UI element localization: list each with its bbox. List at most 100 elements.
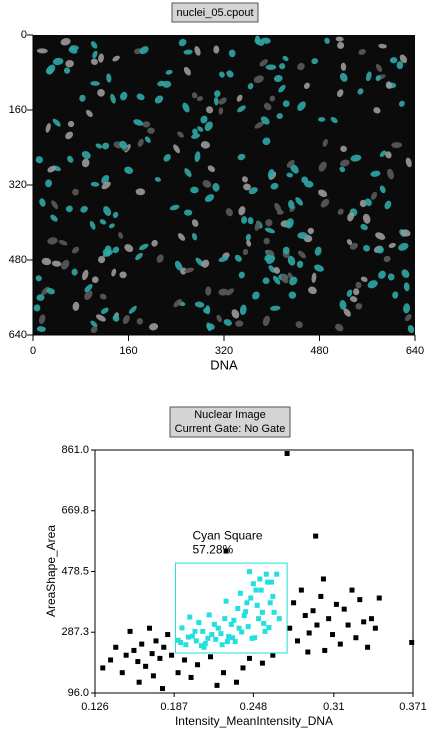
- nucleus: [202, 180, 212, 188]
- image-title-button[interactable]: [171, 2, 259, 23]
- nucleus: [303, 82, 310, 89]
- nucleus: [97, 88, 105, 97]
- nucleus: [200, 141, 211, 149]
- point: [258, 587, 264, 593]
- y-tick-label: 669.8: [61, 505, 89, 517]
- nucleus: [273, 75, 283, 82]
- point: [305, 649, 311, 655]
- nucleus: [173, 299, 182, 308]
- nucleus: [384, 200, 392, 210]
- nucleus: [90, 58, 98, 66]
- nucleus: [383, 255, 391, 263]
- point: [157, 655, 163, 661]
- nucleus: [60, 38, 71, 46]
- nucleus: [360, 276, 368, 282]
- point: [159, 686, 165, 692]
- nucleus: [373, 107, 381, 114]
- point: [239, 629, 245, 635]
- nucleus: [400, 229, 411, 237]
- point: [241, 612, 247, 618]
- scatter-title-button[interactable]: [169, 406, 291, 438]
- nucleus: [96, 314, 106, 322]
- nucleus: [184, 168, 192, 178]
- nucleus: [90, 181, 100, 187]
- point: [353, 635, 359, 641]
- nucleus: [318, 117, 326, 122]
- nucleus: [337, 208, 344, 215]
- point: [213, 636, 219, 642]
- nucleus: [295, 197, 304, 206]
- nucleus: [60, 259, 70, 270]
- nucleus: [183, 66, 191, 76]
- nucleus: [259, 59, 268, 67]
- point: [175, 637, 181, 643]
- nucleus: [355, 303, 363, 310]
- point: [253, 587, 259, 593]
- point: [202, 640, 208, 646]
- nucleus: [169, 204, 180, 211]
- nucleus: [216, 314, 222, 323]
- point: [341, 606, 347, 612]
- point: [266, 625, 272, 631]
- nucleus: [111, 268, 117, 277]
- nucleus: [182, 102, 190, 113]
- nucleus: [311, 272, 317, 283]
- point: [261, 620, 267, 626]
- nucleus: [231, 309, 240, 319]
- nucleus: [65, 59, 74, 68]
- nucleus: [248, 187, 258, 195]
- point: [183, 642, 189, 648]
- nucleus: [253, 75, 264, 84]
- nucleus: [297, 62, 305, 71]
- point: [269, 579, 275, 585]
- nucleus: [144, 136, 151, 143]
- nucleus: [360, 224, 368, 231]
- nucleus: [45, 179, 53, 188]
- nucleus: [213, 96, 219, 106]
- point: [240, 665, 246, 671]
- nucleus: [214, 90, 221, 98]
- point: [136, 679, 142, 685]
- nuclei: [33, 35, 415, 334]
- nucleus: [398, 242, 409, 251]
- x-tick-label: 0.248: [240, 701, 268, 713]
- nucleus: [267, 168, 275, 179]
- nucleus: [379, 185, 386, 194]
- point: [318, 593, 324, 599]
- image-x-label: DNA: [210, 357, 238, 372]
- point: [254, 602, 260, 608]
- point: [119, 670, 125, 676]
- nucleus: [99, 293, 107, 300]
- point: [274, 571, 280, 577]
- y-tick-label: 320: [9, 179, 27, 191]
- nucleus: [191, 219, 199, 227]
- nucleus: [142, 121, 151, 128]
- nucleus: [288, 200, 295, 210]
- nucleus: [254, 221, 261, 231]
- nucleus: [276, 113, 283, 119]
- point: [409, 639, 415, 645]
- nucleus: [106, 73, 112, 83]
- nucleus: [119, 271, 127, 279]
- nucleus: [102, 248, 111, 257]
- point: [223, 598, 229, 604]
- nucleus: [370, 191, 378, 200]
- nucleus: [192, 128, 198, 135]
- nucleus: [80, 205, 88, 213]
- nucleus: [72, 246, 80, 254]
- nucleus: [205, 286, 212, 296]
- nucleus: [254, 121, 265, 129]
- point: [256, 616, 262, 622]
- nucleus: [67, 155, 74, 163]
- nucleus: [67, 120, 75, 128]
- nucleus: [264, 227, 276, 234]
- nucleus: [247, 217, 254, 225]
- nucleus: [286, 172, 294, 178]
- point: [298, 587, 304, 593]
- nucleus: [375, 63, 383, 72]
- nucleus: [118, 232, 124, 239]
- point: [267, 600, 273, 606]
- nucleus: [391, 142, 403, 148]
- nucleus: [273, 267, 281, 274]
